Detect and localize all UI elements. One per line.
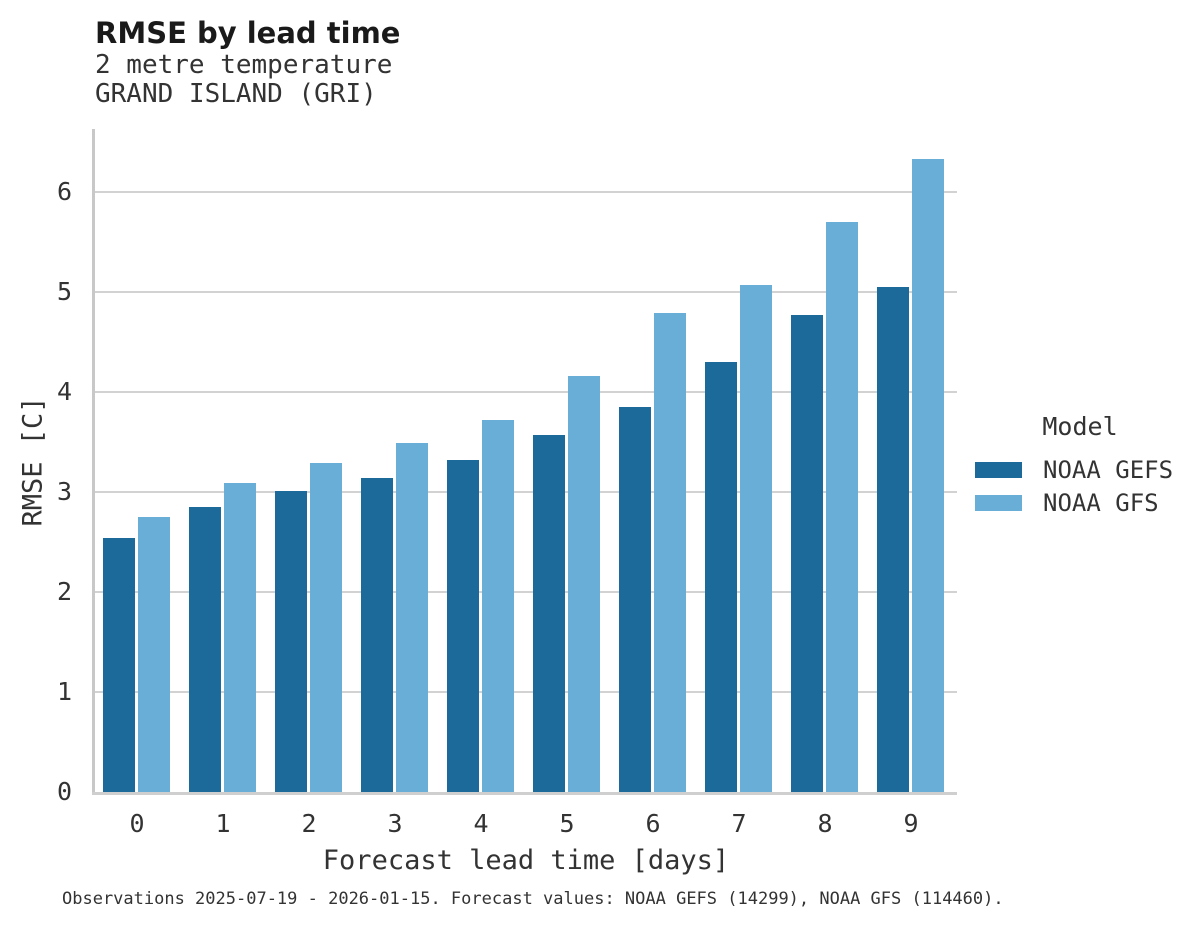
y-tick-label-4: 4: [56, 377, 72, 406]
y-tick-label-3: 3: [56, 477, 72, 506]
x-tick-label-7: 7: [731, 809, 747, 838]
bar-noaa-gfs-lead-9: [912, 159, 944, 792]
bar-noaa-gefs-lead-9: [877, 287, 909, 792]
legend-swatch-noaa-gefs: [975, 461, 1022, 478]
bar-noaa-gfs-lead-7: [740, 285, 772, 792]
bar-noaa-gfs-lead-3: [396, 443, 428, 792]
x-axis-label: Forecast lead time [days]: [322, 845, 730, 876]
caption: Observations 2025-07-19 - 2026-01-15. Fo…: [62, 889, 1004, 909]
bar-noaa-gfs-lead-5: [568, 376, 600, 792]
x-tick-label-5: 5: [559, 809, 575, 838]
x-tick-label-1: 1: [215, 809, 231, 838]
x-tick-label-6: 6: [645, 809, 661, 838]
bar-noaa-gefs-lead-0: [103, 538, 135, 792]
bar-noaa-gefs-lead-1: [189, 507, 221, 792]
chart-title: RMSE by lead time: [95, 16, 401, 50]
legend-item-noaa-gfs: NOAA GFS: [975, 486, 1185, 519]
x-tick-label-8: 8: [817, 809, 833, 838]
gridline-y-6: [94, 191, 957, 193]
y-tick-label-5: 5: [56, 277, 72, 306]
legend-title: Model: [1042, 412, 1118, 441]
bar-noaa-gfs-lead-1: [224, 483, 256, 792]
gridline-y-5: [94, 291, 957, 293]
bar-noaa-gfs-lead-2: [310, 463, 342, 792]
bar-noaa-gfs-lead-6: [654, 313, 686, 792]
bar-noaa-gefs-lead-7: [705, 362, 737, 792]
bar-noaa-gefs-lead-2: [275, 491, 307, 792]
bar-noaa-gfs-lead-0: [138, 517, 170, 792]
x-tick-label-3: 3: [387, 809, 403, 838]
bar-noaa-gfs-lead-4: [482, 420, 514, 792]
bar-noaa-gfs-lead-8: [826, 222, 858, 792]
gridline-y-4: [94, 391, 957, 393]
bar-noaa-gefs-lead-3: [361, 478, 393, 792]
legend-item-noaa-gefs: NOAA GEFS: [975, 453, 1185, 486]
chart-subtitle-variable: 2 metre temperature: [95, 50, 393, 80]
x-axis-line: [92, 792, 957, 795]
gridline-y-2: [94, 591, 957, 593]
bar-noaa-gefs-lead-4: [447, 460, 479, 792]
bar-noaa-gefs-lead-5: [533, 435, 565, 792]
x-tick-label-2: 2: [301, 809, 317, 838]
y-tick-label-6: 6: [56, 177, 72, 206]
x-tick-label-9: 9: [903, 809, 919, 838]
legend-label-noaa-gfs: NOAA GFS: [1043, 488, 1159, 517]
gridline-y-1: [94, 691, 957, 693]
chart-subtitle-station: GRAND ISLAND (GRI): [95, 79, 377, 109]
y-tick-label-2: 2: [56, 577, 72, 606]
bar-noaa-gefs-lead-8: [791, 315, 823, 792]
y-axis-label: RMSE [C]: [17, 396, 49, 527]
y-tick-label-0: 0: [56, 777, 72, 806]
y-tick-label-1: 1: [56, 677, 72, 706]
gridline-y-3: [94, 491, 957, 493]
legend: Model NOAA GEFS NOAA GFS: [975, 412, 1185, 519]
legend-label-noaa-gefs: NOAA GEFS: [1043, 455, 1174, 484]
y-axis-line: [92, 129, 95, 793]
x-tick-label-4: 4: [473, 809, 489, 838]
bar-noaa-gefs-lead-6: [619, 407, 651, 792]
x-tick-label-0: 0: [129, 809, 145, 838]
legend-swatch-noaa-gfs: [975, 494, 1022, 511]
